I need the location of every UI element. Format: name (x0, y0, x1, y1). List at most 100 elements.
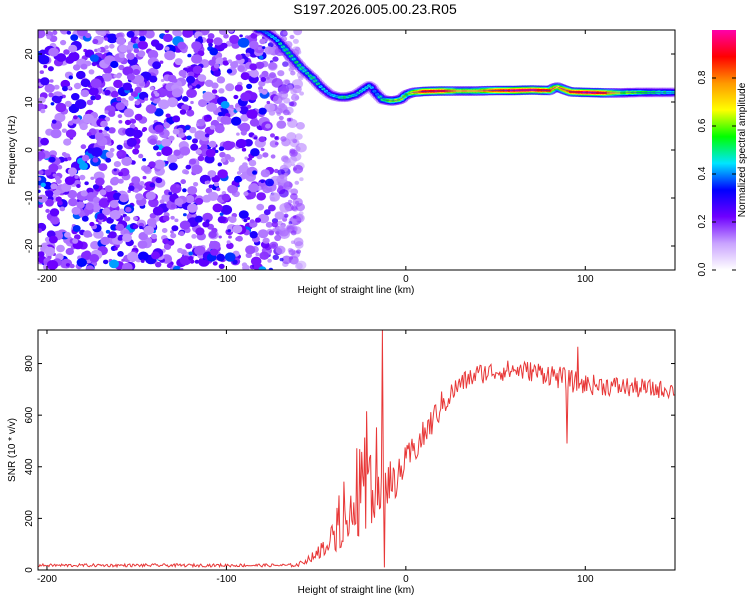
noise-speckle (74, 175, 79, 179)
noise-speckle (59, 206, 66, 212)
noise-speckle (291, 163, 296, 167)
noise-speckle (100, 120, 108, 128)
noise-speckle (152, 61, 162, 70)
noise-speckle (283, 109, 290, 116)
noise-speckle (265, 178, 274, 187)
noise-speckle (213, 182, 220, 187)
noise-speckle (166, 97, 179, 108)
noise-speckle (207, 33, 215, 40)
noise-speckle (282, 61, 289, 67)
noise-speckle (66, 30, 72, 35)
noise-speckle (272, 254, 279, 260)
noise-speckle (295, 142, 307, 153)
noise-speckle (155, 43, 164, 51)
noise-speckle (100, 236, 111, 246)
noise-speckle (117, 114, 123, 119)
noise-speckle (283, 213, 289, 218)
noise-speckle (172, 128, 180, 135)
noise-speckle (279, 203, 291, 213)
noise-speckle (168, 162, 178, 171)
noise-speckle (270, 133, 275, 138)
noise-speckle (174, 198, 184, 206)
noise-speckle (222, 60, 229, 66)
noise-speckle (142, 127, 148, 132)
noise-speckle (38, 170, 44, 175)
noise-speckle (111, 176, 119, 184)
noise-speckle (65, 247, 75, 256)
noise-speckle (104, 116, 111, 122)
noise-speckle (230, 61, 239, 69)
noise-speckle (262, 237, 270, 244)
noise-speckle (48, 47, 59, 57)
noise-speckle (212, 261, 218, 266)
noise-speckle (252, 170, 258, 175)
noise-speckle (255, 252, 260, 257)
noise-speckle (258, 136, 266, 143)
noise-speckle (211, 227, 218, 234)
noise-speckle (38, 194, 48, 203)
noise-speckle (240, 114, 249, 122)
noise-speckle (218, 146, 225, 151)
noise-speckle (213, 63, 220, 69)
noise-speckle (292, 197, 303, 207)
noise-speckle (186, 135, 192, 141)
noise-speckle (274, 234, 282, 242)
noise-speckle (159, 60, 164, 64)
noise-speckle (64, 231, 71, 238)
noise-speckle (161, 194, 171, 202)
noise-speckle (222, 57, 227, 61)
noise-speckle (149, 86, 155, 91)
noise-speckle (198, 36, 203, 40)
y-tick-label: 10 (24, 96, 35, 108)
noise-speckle (63, 49, 70, 55)
noise-speckle (102, 130, 108, 134)
noise-speckle (213, 70, 221, 77)
noise-speckle (262, 46, 266, 50)
noise-speckle (202, 91, 214, 102)
noise-speckle (79, 123, 88, 131)
noise-speckle (272, 56, 279, 62)
noise-speckle (109, 200, 119, 208)
noise-speckle (113, 247, 118, 251)
noise-speckle (148, 161, 156, 168)
noise-speckle (194, 245, 206, 256)
noise-speckle (260, 147, 265, 152)
noise-speckle (89, 54, 99, 63)
noise-speckle (161, 138, 172, 148)
colorbar-gradient (712, 30, 736, 270)
noise-speckle (121, 258, 126, 262)
noise-speckle (104, 110, 109, 114)
noise-speckle (139, 35, 146, 42)
noise-speckle (85, 202, 94, 211)
noise-speckle (257, 229, 269, 239)
noise-speckle (258, 80, 266, 87)
noise-speckle (56, 244, 65, 253)
noise-speckle (116, 96, 122, 102)
noise-speckle (61, 128, 67, 133)
noise-speckle (65, 72, 70, 76)
noise-speckle (115, 102, 126, 111)
noise-speckle (258, 107, 267, 115)
y-tick-label: 20 (24, 48, 35, 60)
noise-speckle (242, 162, 248, 168)
noise-speckle (193, 182, 199, 187)
noise-speckle (45, 199, 54, 207)
noise-speckle (147, 49, 159, 60)
noise-speckle (124, 216, 131, 222)
noise-speckle (240, 72, 250, 81)
noise-speckle (105, 229, 111, 234)
noise-speckle (88, 87, 99, 96)
noise-speckle (236, 171, 242, 175)
noise-speckle (236, 235, 243, 242)
noise-speckle (210, 248, 219, 256)
noise-speckle (197, 155, 205, 162)
noise-speckle (232, 224, 243, 234)
noise-speckle (248, 159, 257, 167)
x-tick-label: 0 (403, 574, 409, 585)
noise-speckle (274, 142, 279, 146)
noise-speckle (187, 203, 198, 213)
noise-speckle (102, 208, 111, 216)
noise-speckle (295, 262, 303, 270)
noise-speckle (92, 196, 101, 204)
